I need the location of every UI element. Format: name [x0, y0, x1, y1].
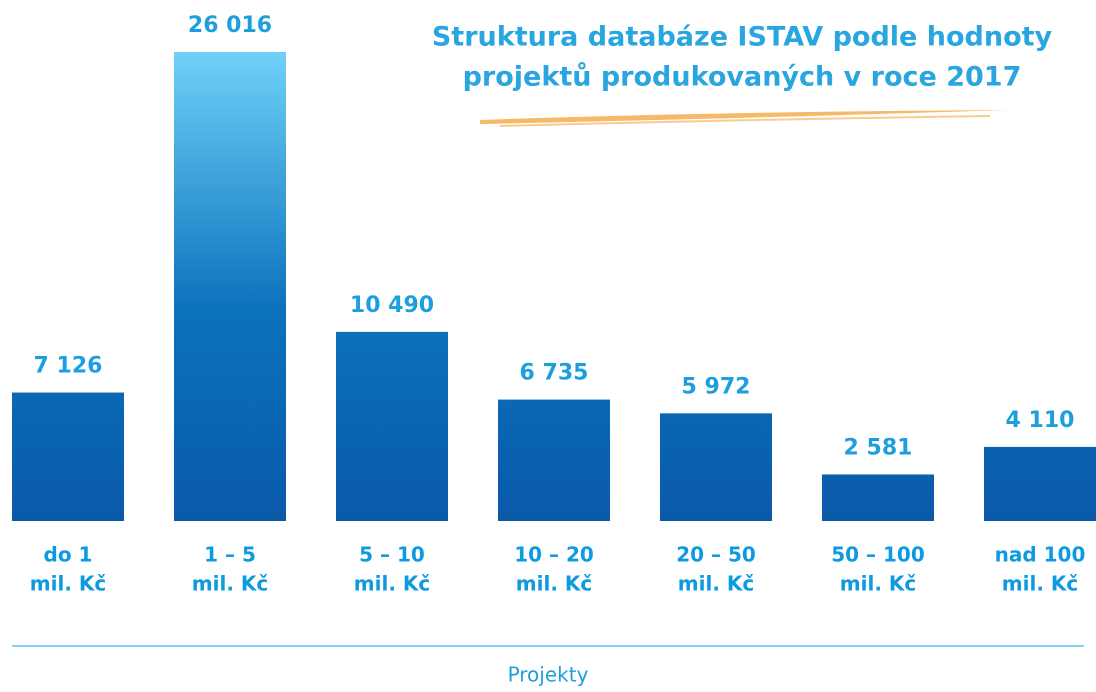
x-tick-label: 1 – 5 — [204, 543, 256, 567]
bar — [174, 52, 286, 521]
x-tick-label: mil. Kč — [30, 572, 106, 596]
bar — [498, 399, 610, 521]
x-tick-label: 20 – 50 — [676, 543, 756, 567]
x-tick-label: mil. Kč — [678, 572, 754, 596]
bar — [822, 474, 934, 521]
x-tick-label: do 1 — [44, 543, 93, 567]
x-tick-label: 50 – 100 — [831, 543, 925, 567]
x-tick-label: mil. Kč — [1002, 572, 1078, 596]
value-label: 7 126 — [34, 354, 103, 379]
bar — [984, 446, 1096, 521]
value-label: 10 490 — [350, 293, 434, 318]
x-tick-label: mil. Kč — [840, 572, 916, 596]
bar — [336, 331, 448, 521]
title-underline — [499, 115, 991, 127]
x-tick-label: mil. Kč — [354, 572, 430, 596]
x-tick-label: 5 – 10 — [359, 543, 425, 567]
value-label: 26 016 — [188, 13, 272, 38]
x-tick-label: 10 – 20 — [514, 543, 594, 567]
x-tick-label: mil. Kč — [192, 572, 268, 596]
title-underline — [480, 110, 1008, 124]
x-axis-label: Projekty — [508, 663, 589, 687]
x-tick-label: mil. Kč — [516, 572, 592, 596]
value-label: 4 110 — [1006, 408, 1075, 433]
bar — [12, 392, 124, 521]
chart-title: Struktura databáze ISTAV podle hodnoty — [432, 22, 1053, 53]
value-label: 6 735 — [520, 361, 589, 386]
value-label: 5 972 — [682, 374, 751, 399]
bar — [660, 413, 772, 521]
value-label: 2 581 — [844, 435, 913, 460]
chart-title: projektů produkovaných v roce 2017 — [463, 62, 1022, 93]
x-tick-label: nad 100 — [995, 543, 1086, 567]
